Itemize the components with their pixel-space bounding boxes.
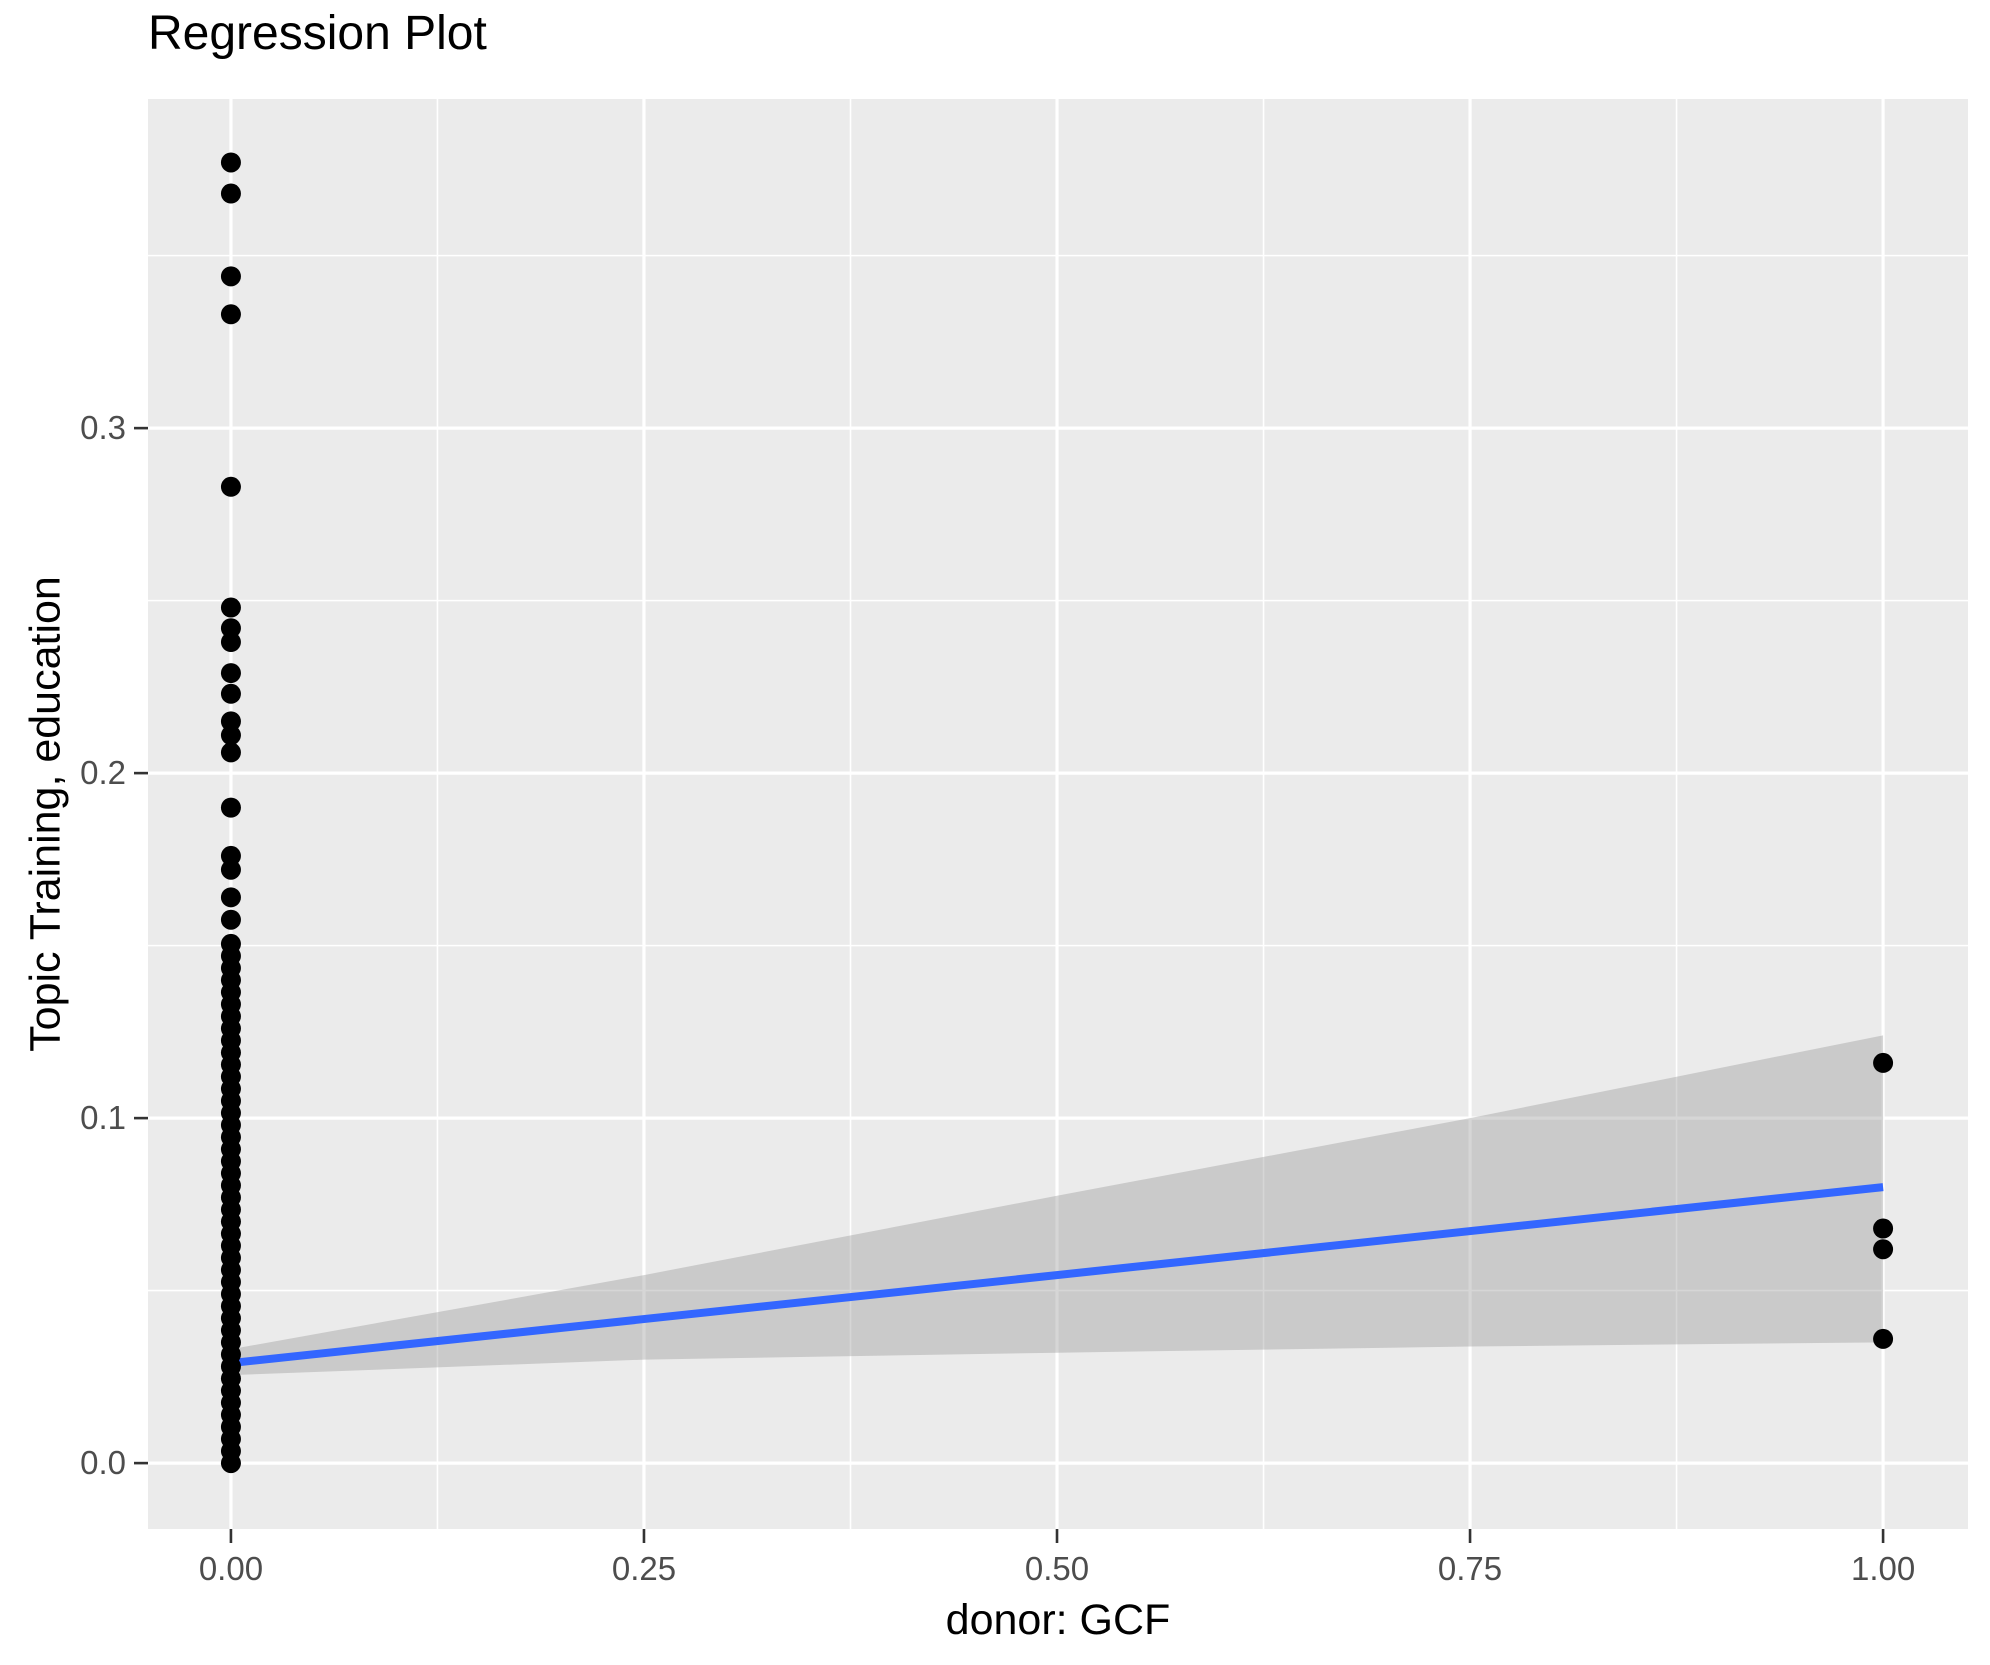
data-point xyxy=(220,683,241,704)
x-axis-title: donor: GCF xyxy=(945,1596,1171,1644)
y-axis-tick-label: 0.2 xyxy=(80,754,126,792)
data-point xyxy=(220,845,241,866)
y-axis-title: Topic Training, education xyxy=(21,576,70,1052)
data-point xyxy=(220,618,241,639)
x-axis-tick-label: 0.25 xyxy=(611,1550,677,1587)
confidence-band xyxy=(230,1035,1884,1376)
data-point xyxy=(220,266,241,287)
data-point xyxy=(1873,1328,1894,1349)
chart-title: Regression Plot xyxy=(148,7,487,60)
data-point xyxy=(220,859,241,880)
data-point xyxy=(220,909,241,930)
data-point xyxy=(220,711,241,732)
data-point xyxy=(220,632,241,653)
data-point xyxy=(220,304,241,325)
regression-line xyxy=(230,1183,1884,1368)
x-axis-tick-label: 0.00 xyxy=(198,1550,264,1587)
x-axis-tick-label: 0.50 xyxy=(1024,1550,1090,1587)
data-point xyxy=(220,183,241,204)
data-point xyxy=(220,152,241,173)
y-axis-tick-label: 0.1 xyxy=(80,1099,126,1137)
data-point xyxy=(220,725,241,746)
x-axis-tick-label: 0.75 xyxy=(1437,1550,1503,1587)
y-axis-tick-label: 0.3 xyxy=(80,409,126,447)
data-point xyxy=(220,887,241,908)
y-axis-tick-label: 0.0 xyxy=(80,1444,126,1482)
data-point xyxy=(220,797,241,818)
data-point xyxy=(1873,1239,1894,1260)
data-point xyxy=(220,476,241,497)
x-axis-tick-label: 1.00 xyxy=(1850,1550,1916,1587)
data-point xyxy=(220,597,241,618)
data-point xyxy=(1873,1218,1894,1239)
data-point xyxy=(220,742,241,763)
data-point xyxy=(1873,1052,1894,1073)
data-point xyxy=(220,1453,241,1474)
data-point xyxy=(220,663,241,684)
